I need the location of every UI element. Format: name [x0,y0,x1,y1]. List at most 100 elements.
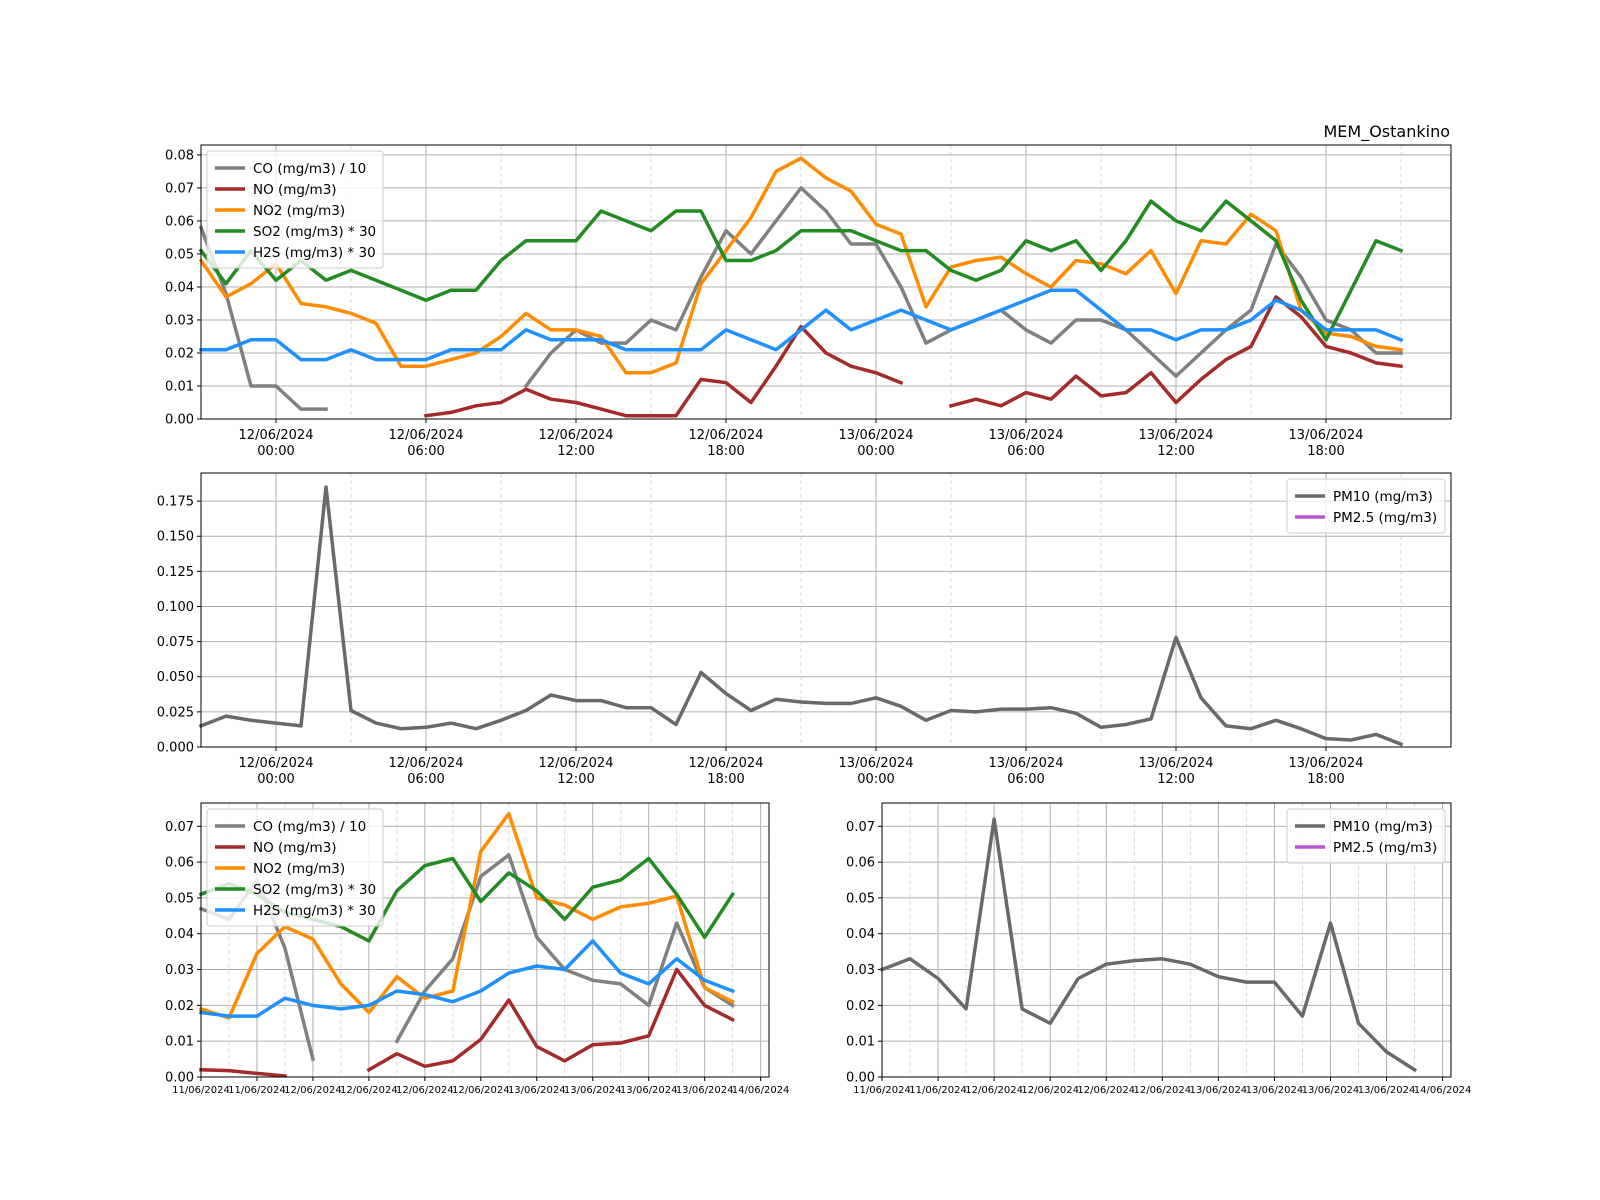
legend-box [1286,478,1446,534]
series-line-so2 [198,199,1404,342]
series-line-no [366,967,735,1073]
charts-container: 0.00 0.01 0.02 0.03 0.04 0.05 0.06 0.07 0.08 12/0… [157,144,1472,1096]
chart-pm-period: 0.00 0.01 0.02 0.03 0.04 0.05 0.06 0.07 11/06/20… [846,802,1472,1096]
y-tick-label: 0.05 [165,247,194,262]
legend-label: NO (mg/m3) [253,840,337,856]
y-tick-label: 0.150 [157,530,194,545]
x-tick-label: 12/06/2024 [1077,1085,1135,1096]
chart-gases-hourly: 0.00 0.01 0.02 0.03 0.04 0.05 0.06 0.07 0.08 12/0… [165,144,1452,459]
legend-label: NO (mg/m3) [253,182,337,198]
y-tick-label: 0.07 [165,181,194,196]
x-tick-label: 13/06/2024 [564,1085,622,1096]
y-tick-label: 0.03 [846,963,875,978]
plot-frame [200,472,1452,748]
series-line-pm10 [198,485,1404,747]
x-tick-label: 13/06/2024 12:00 [1139,756,1214,787]
y-tick-label: 0.01 [165,379,194,394]
series-line-h2s [199,288,1404,362]
plot-frame [881,802,1452,1078]
x-tick-label: 14/06/2024 [732,1085,790,1096]
chart-pm-hourly: 0.000 0.025 0.050 0.075 0.100 0.125 0.150 0.175… [157,472,1452,787]
y-tick-label: 0.03 [165,313,194,328]
legend-label: H2S (mg/m3) * 30 [253,903,376,919]
legend-label: PM10 (mg/m3) [1333,489,1433,505]
y-tick-label: 0.06 [165,856,194,871]
y-tick-label: 0.125 [157,565,194,580]
y-tick-label: 0.02 [165,346,194,361]
x-tick-label: 12/06/2024 18:00 [689,756,764,787]
x-tick-label: 13/06/2024 [1358,1085,1416,1096]
y-tick-label: 0.025 [157,705,194,720]
x-tick-label: 13/06/2024 06:00 [989,756,1064,787]
x-tick-label: 12/06/2024 [340,1085,398,1096]
x-tick-label: 14/06/2024 [1414,1085,1472,1096]
x-tick-label: 12/06/2024 00:00 [239,756,314,787]
x-tick-label: 12/06/2024 12:00 [539,428,614,459]
legend-box [206,150,384,269]
y-tick-label: 0.00 [846,1071,875,1086]
y-tick-label: 0.01 [165,1035,194,1050]
x-tick-label: 13/06/2024 [1302,1085,1360,1096]
x-tick-label: 12/06/2024 [284,1085,342,1096]
x-tick-label: 12/06/2024 [1021,1085,1079,1096]
legend-label: NO2 (mg/m3) [253,203,345,219]
y-tick-label: 0.00 [165,413,194,428]
y-tick-label: 0.000 [157,741,194,756]
x-tick-label: 12/06/2024 [965,1085,1023,1096]
x-tick-label: 13/06/2024 [1246,1085,1304,1096]
x-tick-label: 12/06/2024 18:00 [689,428,764,459]
y-tick-label: 0.05 [165,891,194,906]
legend-label: PM2.5 (mg/m3) [1333,510,1437,526]
x-tick-label: 13/06/2024 [676,1085,734,1096]
legend-label: SO2 (mg/m3) * 30 [253,224,376,240]
series-line-no [199,1068,287,1078]
x-tick-label: 13/06/2024 00:00 [839,428,914,459]
legend-label: CO (mg/m3) / 10 [253,819,366,835]
figure-title: MEM_Ostankino [1323,122,1450,142]
legend-label: PM2.5 (mg/m3) [1333,840,1437,856]
legend: CO (mg/m3) / 10 NO (mg/m3) NO2 (mg/m3) SO2 … [206,808,384,927]
x-tick-label: 13/06/2024 00:00 [839,756,914,787]
x-tick-label: 13/06/2024 [620,1085,678,1096]
series-line-h2s [199,939,735,1018]
series-line-co [198,225,328,411]
y-tick-label: 0.00 [165,1071,194,1086]
x-tick-label: 13/06/2024 12:00 [1139,428,1214,459]
y-tick-label: 0.01 [846,1035,875,1050]
legend-label: NO2 (mg/m3) [253,861,345,877]
y-tick-label: 0.04 [165,280,194,295]
y-tick-label: 0.175 [157,495,194,510]
x-tick-label: 13/06/2024 [1190,1085,1248,1096]
y-tick-label: 0.04 [846,927,875,942]
y-tick-label: 0.075 [157,635,194,650]
plot-frame [200,802,770,1078]
x-tick-label: 11/06/2024 [228,1085,286,1096]
legend-label: SO2 (mg/m3) * 30 [253,882,376,898]
y-tick-label: 0.04 [165,927,194,942]
legend-label: CO (mg/m3) / 10 [253,161,366,177]
x-tick-label: 12/06/2024 [452,1085,510,1096]
x-tick-label: 12/06/2024 [396,1085,454,1096]
x-tick-label: 13/06/2024 [508,1085,566,1096]
x-tick-label: 12/06/2024 12:00 [539,756,614,787]
legend-box [1286,808,1446,864]
y-tick-label: 0.06 [846,856,875,871]
y-tick-label: 0.07 [165,820,194,835]
x-tick-label: 12/06/2024 06:00 [389,756,464,787]
x-tick-label: 13/06/2024 18:00 [1289,428,1364,459]
y-tick-label: 0.06 [165,214,194,229]
legend-label: H2S (mg/m3) * 30 [253,245,376,261]
y-tick-label: 0.050 [157,670,194,685]
x-tick-label: 13/06/2024 06:00 [989,428,1064,459]
x-tick-label: 11/06/2024 [172,1085,230,1096]
legend-box [206,808,384,927]
x-tick-label: 11/06/2024 [909,1085,967,1096]
x-tick-label: 12/06/2024 00:00 [239,428,314,459]
y-tick-label: 0.02 [846,999,875,1014]
y-tick-label: 0.07 [846,820,875,835]
plot-frame [200,144,1452,420]
legend: PM10 (mg/m3) PM2.5 (mg/m3) [1286,478,1446,534]
legend: CO (mg/m3) / 10 NO (mg/m3) NO2 (mg/m3) SO2 … [206,150,384,269]
x-tick-label: 12/06/2024 06:00 [389,428,464,459]
